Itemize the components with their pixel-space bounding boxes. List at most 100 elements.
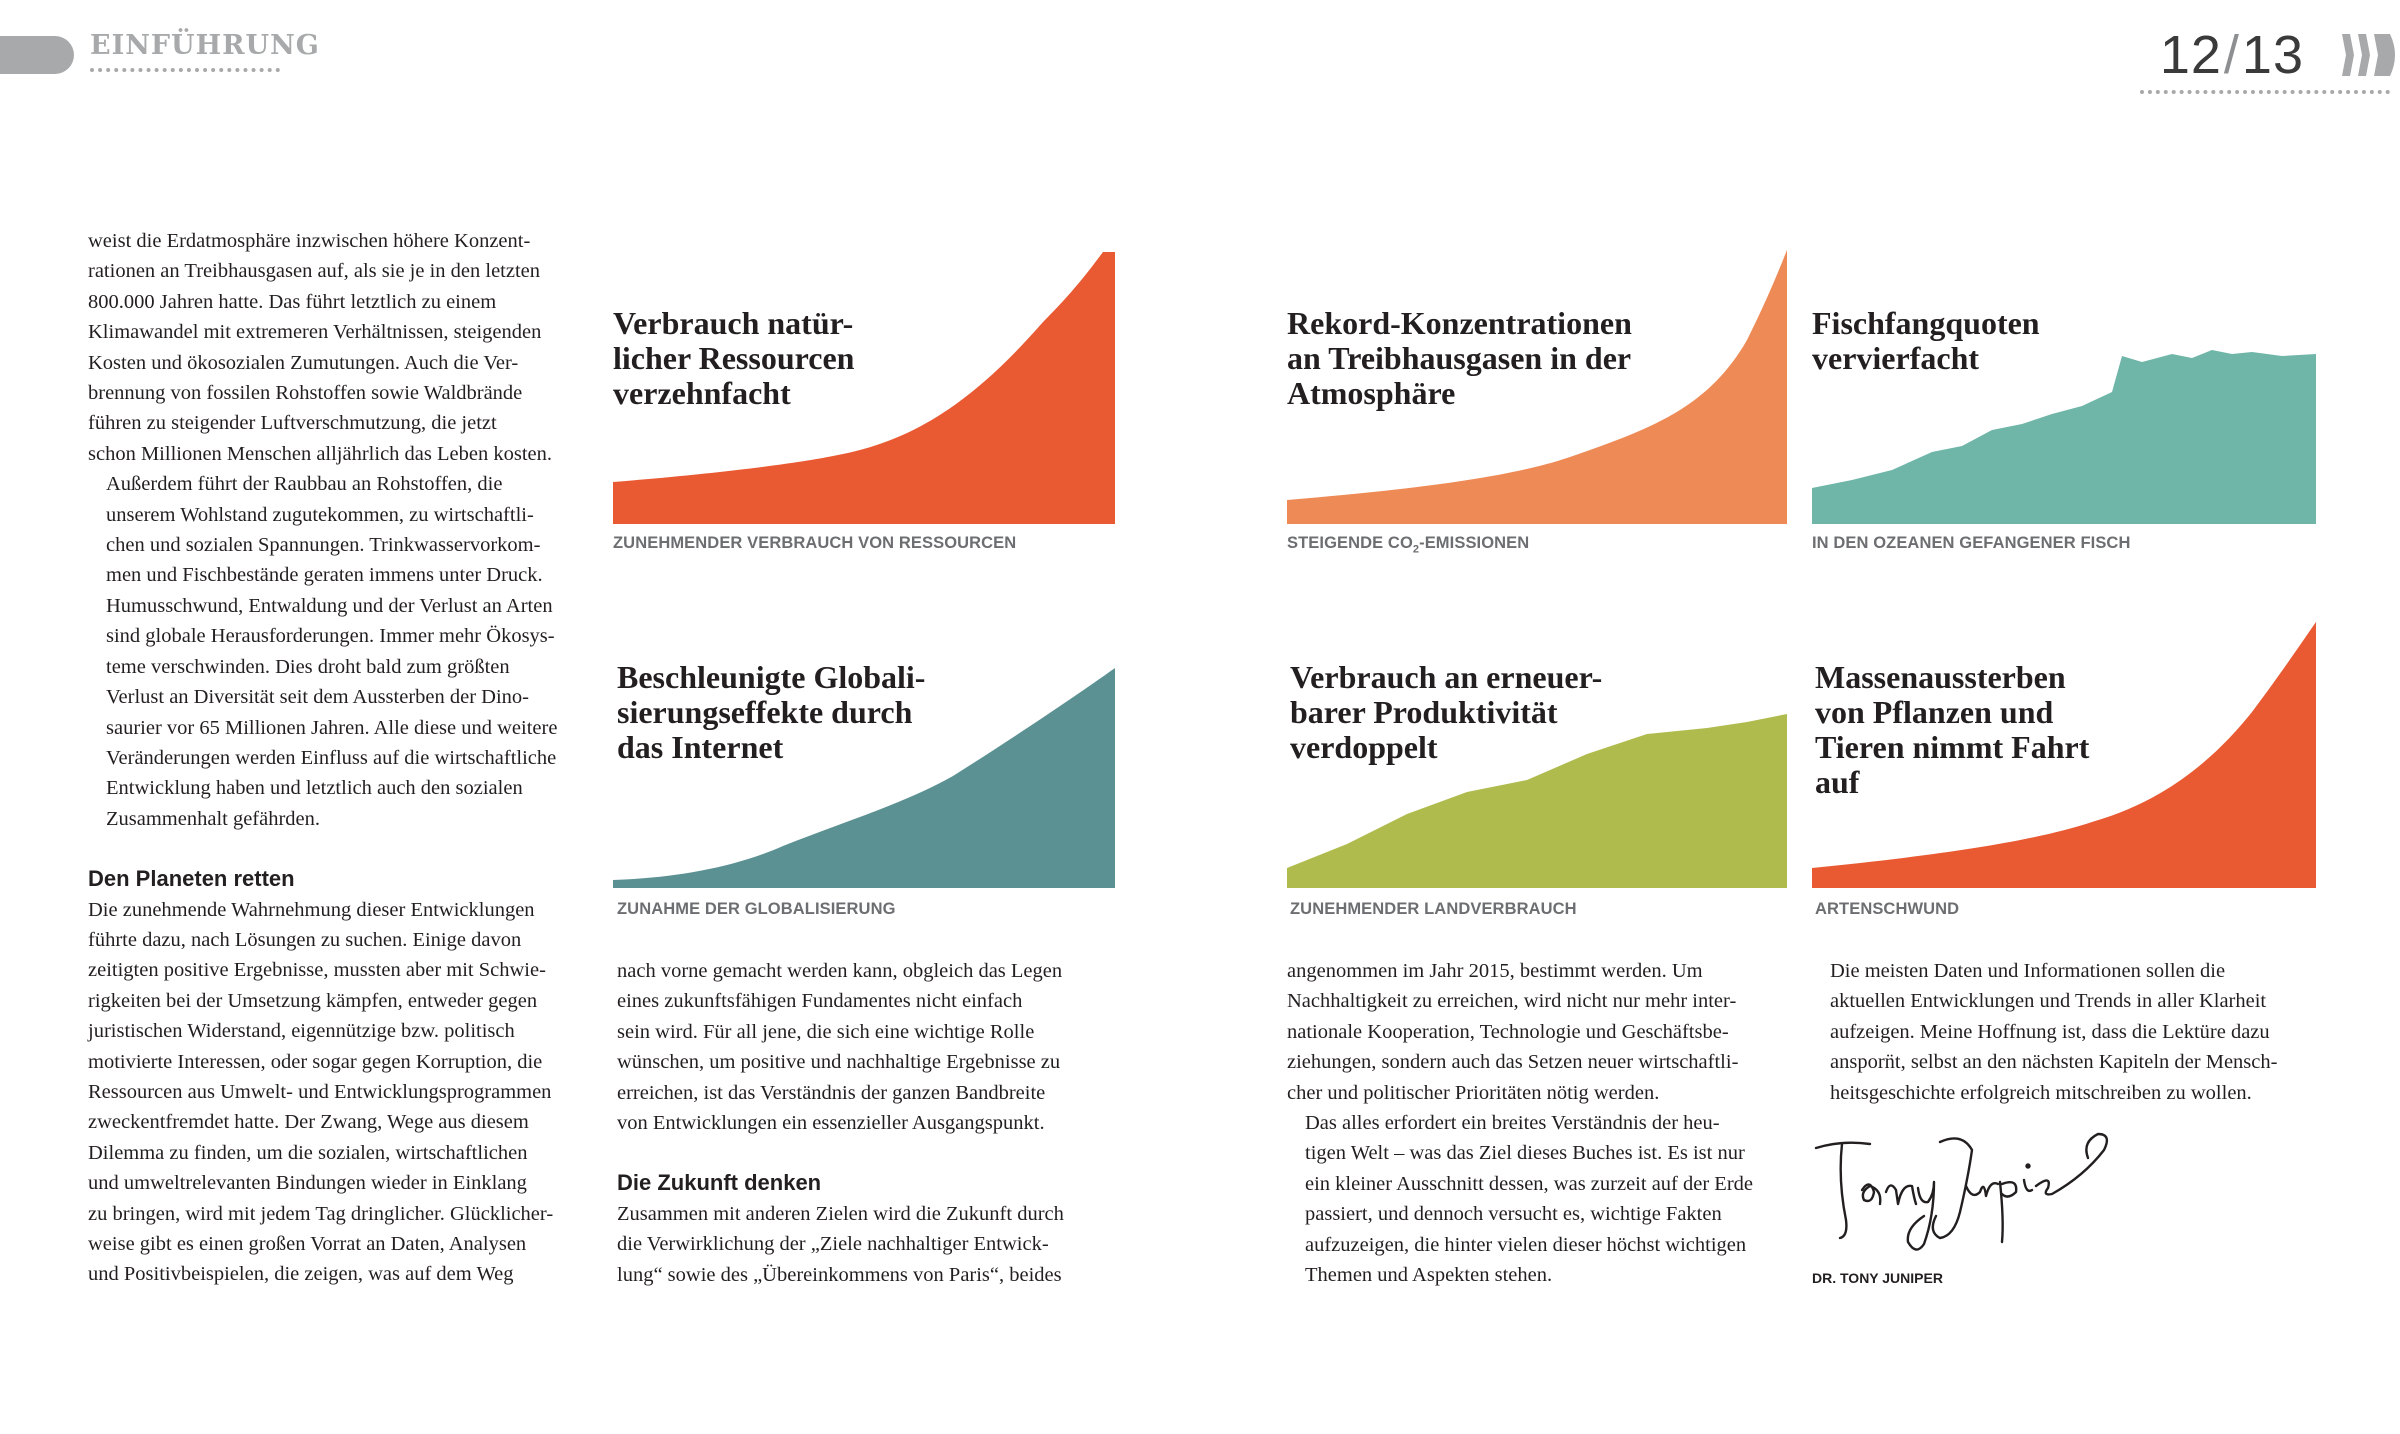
title-line: vervierfacht (1812, 340, 1980, 376)
text-line: aufzeigen. Meine Hoffnung ist, dass die … (1830, 1020, 2270, 1043)
page-separator: / (2223, 25, 2240, 85)
infographic-caption: IN DEN OZEANEN GEFANGENER FISCH (1812, 534, 2131, 552)
text-line: von Entwicklungen ein essenzieller Ausga… (617, 1112, 1045, 1135)
page-number-right: 13 (2241, 25, 2304, 85)
title-line: von Pflanzen und (1815, 694, 2054, 730)
title-line: verdoppelt (1290, 729, 1438, 765)
body-column-2: nach vorne gemacht werden kann, obgleich… (617, 956, 1117, 1290)
text-line: zeitigten positive Ergebnisse, mussten a… (88, 959, 546, 982)
text-line: wünschen, um positive und nachhaltige Er… (617, 1051, 1061, 1074)
text-line: Dilemma zu finden, um die sozialen, wirt… (88, 1141, 528, 1164)
text-line: lung“ sowie des „Übereinkommens von Pari… (617, 1263, 1062, 1286)
area-chart (613, 252, 1115, 524)
paragraph-book-aim: Das alles erfordert ein breites Verständ… (1287, 1108, 1807, 1290)
area-chart (1812, 350, 2316, 524)
text-line: ein kleiner Ausschnitt dessen, was zurze… (1305, 1172, 1753, 1195)
text-line: die Verwirklichung der „Ziele nachhaltig… (617, 1233, 1049, 1256)
text-line: und umweltrelevanten Bindungen wieder in… (88, 1172, 527, 1195)
text-line: ansporn̈t, selbst an den nächsten Kapite… (1830, 1051, 2278, 1074)
infographic-title: Verbrauch an erneuer-barer Produktivität… (1290, 660, 1602, 765)
title-line: Verbrauch an erneuer- (1290, 659, 1603, 695)
infographic-caption: STEIGENDE CO2-EMISSIONEN (1287, 534, 1529, 555)
area-fill (1812, 350, 2316, 524)
text-line: men und Fischbestände geraten immens unt… (106, 564, 543, 587)
text-line: tigen Welt – was das Ziel dieses Buches … (1305, 1142, 1745, 1165)
text-line: Außerdem führt der Raubbau an Rohstoffen… (106, 473, 503, 496)
section-label: EINFÜHRUNG (90, 30, 320, 61)
caption-subscript: 2 (1412, 543, 1420, 556)
body-column-1: weist die Erdatmosphäre inzwischen höher… (88, 226, 588, 1290)
title-line: Tieren nimmt Fahrt (1815, 729, 2090, 765)
title-line: Fischfangquoten (1812, 305, 2040, 341)
text-line: weist die Erdatmosphäre inzwischen höher… (88, 230, 531, 252)
infographic-caption: ARTENSCHWUND (1815, 900, 1960, 918)
text-line: Kosten und ökosozialen Zumutungen. Auch … (88, 351, 519, 374)
text-line: Die meisten Daten und Informationen soll… (1830, 960, 2226, 982)
section-tab (0, 36, 74, 74)
infographic-title: Fischfangquoten vervierfacht (1812, 306, 2040, 376)
paragraph-resources: Außerdem führt der Raubbau an Rohstoffen… (88, 469, 588, 834)
text-line: führte dazu, nach Lösungen zu suchen. Ei… (88, 928, 522, 951)
area-chart (613, 668, 1115, 888)
title-line: auf (1815, 764, 1860, 800)
text-line: cher und politischer Prioritäten nötig w… (1287, 1081, 1660, 1104)
text-line: nationale Kooperation, Technologie und G… (1287, 1020, 1729, 1043)
text-line: teme verschwinden. Dies droht bald zum g… (106, 655, 510, 678)
page-number-left: 12 (2159, 25, 2222, 85)
text-line: juristischen Widerstand, eigennützige bz… (88, 1020, 515, 1043)
paragraph-solutions: Die zunehmende Wahrnehmung dieser Entwic… (88, 895, 588, 1290)
title-line: das Internet (617, 729, 784, 765)
infographic-title: Massenaussterben von Pflanzen und Tieren n… (1815, 660, 2089, 800)
title-line: Massenaussterben (1815, 659, 2066, 695)
text-line: zweckentfremdet hatte. Der Zwang, Wege a… (88, 1111, 529, 1134)
paragraph-hope: Die meisten Daten und Informationen soll… (1812, 956, 2332, 1108)
title-line: an Treibhausgasen in der (1287, 340, 1632, 376)
caption-part: STEIGENDE CO (1287, 534, 1413, 552)
infographic-title: Verbrauch natür-licher Ressourcen verzehn… (613, 306, 854, 411)
text-line: unserem Wohlstand zugutekommen, zu wirts… (106, 503, 534, 526)
text-line: Veränderungen werden Einfluss auf die wi… (106, 746, 557, 769)
title-line: licher Ressourcen (613, 340, 855, 376)
text-line: Die zunehmende Wahrnehmung dieser Entwic… (88, 898, 535, 921)
text-line: Zusammen mit anderen Zielen wird die Zuk… (617, 1202, 1064, 1225)
text-line: 800.000 Jahren hatte. Das führt letztlic… (88, 290, 497, 313)
text-line: Entwicklung haben und letztlich auch den… (106, 777, 523, 800)
text-line: brennung von fossilen Rohstoffen sowie W… (88, 382, 523, 405)
text-line: rigkeiten bei der Umsetzung kämpfen, ent… (88, 989, 538, 1012)
title-line: barer Produktivität (1290, 694, 1558, 730)
subhead-zukunft-denken: Die Zukunft denken (617, 1170, 822, 1196)
page-divider (2140, 90, 2390, 94)
title-line: Atmosphäre (1287, 375, 1456, 411)
text-line: aufzuzeigen, die hinter vielen dieser hö… (1305, 1233, 1747, 1256)
title-line: verzehnfacht (613, 375, 791, 411)
text-line: passiert, und dennoch versucht es, wicht… (1305, 1203, 1722, 1226)
text-line: und Positivbeispielen, die zeigen, was a… (88, 1263, 514, 1286)
text-line: Themen und Aspekten stehen. (1305, 1264, 1553, 1287)
infographic-caption: ZUNAHME DER GLOBALISIERUNG (617, 900, 896, 918)
title-line: Verbrauch natür- (613, 305, 854, 341)
subhead-planeten-retten: Den Planeten retten (88, 866, 295, 892)
text-line: saurier vor 65 Millionen Jahren. Alle di… (106, 716, 558, 739)
text-line: erreichen, ist das Verständnis der ganze… (617, 1081, 1046, 1104)
area-chart (1287, 250, 1787, 524)
text-line: chen und sozialen Spannungen. Trinkwasse… (106, 534, 541, 557)
area-fill (1287, 250, 1787, 524)
infographic-title: Rekord-Konzentrationen an Treibhausgasen … (1287, 306, 1632, 411)
area-fill (613, 668, 1115, 888)
area-chart (1812, 622, 2316, 888)
text-line: führen zu steigender Luftverschmutzung, … (88, 412, 497, 435)
title-line: Rekord-Konzentrationen (1287, 305, 1632, 341)
signature-image (1814, 1132, 2109, 1251)
area-chart (1287, 714, 1787, 888)
text-line: Ressourcen aus Umwelt- und Entwicklungsp… (88, 1080, 552, 1103)
body-column-4: Die meisten Daten und Informationen soll… (1812, 956, 2332, 1108)
text-line: schon Millionen Menschen alljährlich das… (88, 442, 552, 465)
area-fill (1812, 622, 2316, 888)
caption-part: -EMISSIONEN (1419, 534, 1530, 552)
text-line: motivierte Interessen, oder sogar gegen … (88, 1050, 543, 1073)
infographic-title: Beschleunigte Globali-sierungseffekte du… (617, 660, 925, 765)
title-line: Beschleunigte Globali- (617, 659, 926, 695)
title-line: sierungseffekte durch (617, 694, 913, 730)
body-column-3: angenommen im Jahr 2015, bestimmt werden… (1287, 956, 1807, 1290)
text-line: Zusammenhalt gefährden. (106, 807, 321, 830)
